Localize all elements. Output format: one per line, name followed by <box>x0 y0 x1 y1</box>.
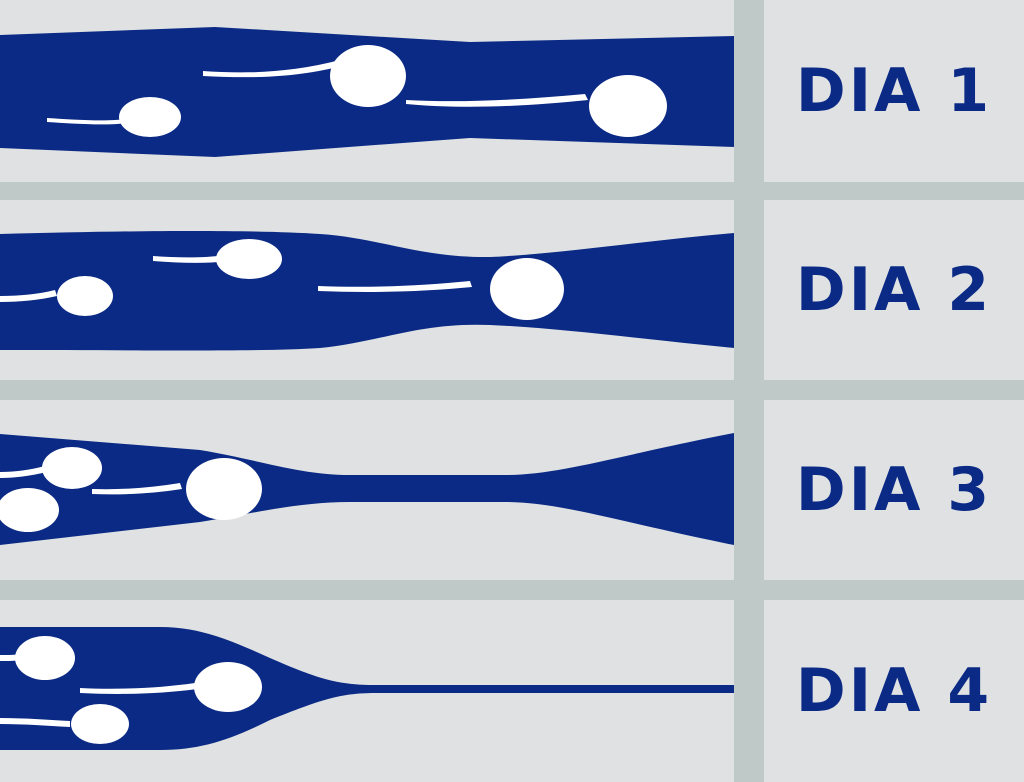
day-label: DIA 2 <box>795 255 993 325</box>
channel-illustration-day-1 <box>0 27 734 157</box>
sperm-cell <box>0 488 59 532</box>
sperm-cell <box>80 662 262 712</box>
sperm-cell <box>153 239 282 279</box>
sperm-cell <box>406 75 667 137</box>
sperm-cell <box>318 258 564 320</box>
day-label: DIA 3 <box>795 455 993 525</box>
label-panel-day-2: DIA 2 <box>764 200 1024 380</box>
sperm-cell <box>203 45 406 107</box>
sperm-cell <box>0 636 75 680</box>
channel-panel-day-4 <box>0 600 734 782</box>
sperm-cell <box>47 97 181 137</box>
channel-panel-day-3 <box>0 400 734 580</box>
channel-illustration-day-2 <box>0 231 734 351</box>
label-panel-day-3: DIA 3 <box>764 400 1024 580</box>
channel-illustration-day-4 <box>0 627 734 750</box>
channel-illustration-day-3 <box>0 433 734 545</box>
sperm-cell <box>0 704 129 744</box>
day-label: DIA 4 <box>795 656 993 726</box>
day-label: DIA 1 <box>795 56 993 126</box>
sperm-cell <box>92 458 262 520</box>
sperm-cell <box>0 447 102 489</box>
label-panel-day-4: DIA 4 <box>764 600 1024 782</box>
channel-panel-day-2 <box>0 200 734 380</box>
sperm-cell <box>0 276 113 316</box>
label-panel-day-1: DIA 1 <box>764 0 1024 182</box>
channel-panel-day-1 <box>0 0 734 182</box>
channel-shape <box>0 433 734 545</box>
channel-shape <box>0 627 734 750</box>
